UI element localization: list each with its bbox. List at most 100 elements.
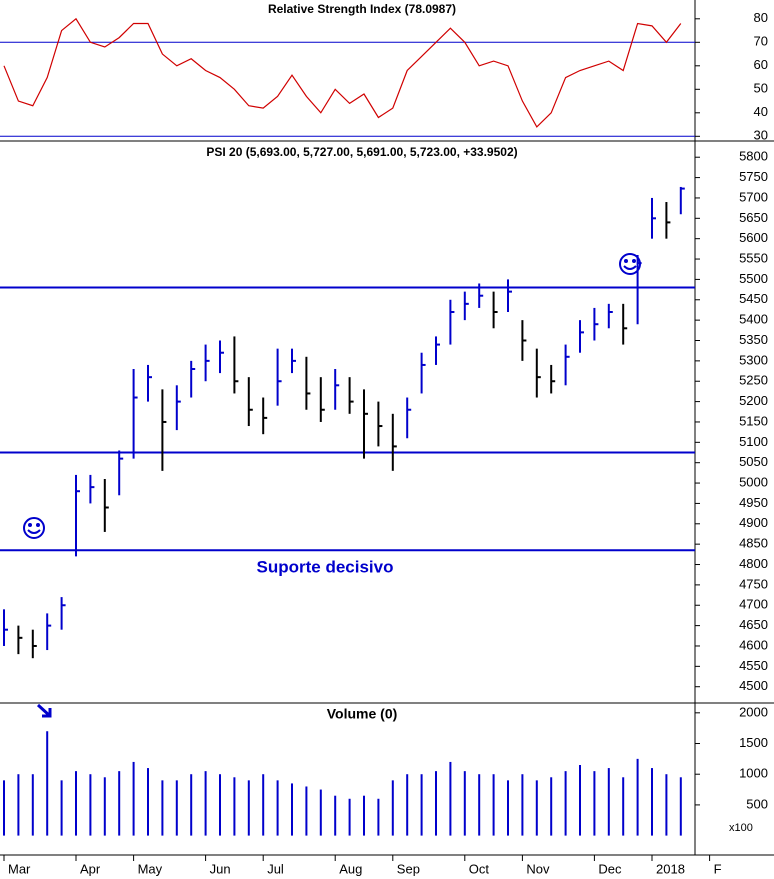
annotation: Suporte decisivo [257, 557, 394, 576]
y-tick-label: 4950 [739, 495, 768, 510]
volume-bar [60, 780, 63, 836]
volume-bar [233, 777, 236, 836]
volume-bar [319, 789, 322, 836]
y-tick-label: 5250 [739, 373, 768, 388]
volume-bar [334, 795, 337, 836]
volume-bar [593, 771, 596, 836]
smiley-icon [23, 517, 45, 539]
price-title: PSI 20 (5,693.00, 5,727.00, 5,691.00, 5,… [206, 145, 517, 159]
volume-title: Volume (0) [327, 706, 398, 722]
y-tick-label: 5700 [739, 189, 768, 204]
volume-bar [636, 758, 639, 836]
volume-bar [161, 780, 164, 836]
y-tick-label: 5550 [739, 250, 768, 265]
volume-bar [276, 780, 279, 836]
volume-bar [622, 777, 625, 836]
y-tick-label: 4750 [739, 576, 768, 591]
volume-bar [564, 771, 567, 836]
volume-bar [377, 798, 380, 836]
y-tick-label: 5000 [739, 474, 768, 489]
y-tick-label: 5800 [739, 149, 768, 164]
y-tick-label: 5100 [739, 434, 768, 449]
y-tick-label: 2000 [739, 704, 768, 719]
volume-bar [449, 761, 452, 836]
volume-bar [204, 771, 207, 836]
x-tick-label: Mar [8, 861, 31, 876]
volume-bar [118, 771, 121, 836]
y-tick-label: 5200 [739, 393, 768, 408]
y-tick-label: 5600 [739, 230, 768, 245]
x-tick-label: Jul [267, 861, 284, 876]
y-tick-label: 30 [754, 128, 768, 143]
y-tick-label: 5450 [739, 291, 768, 306]
volume-bar [679, 777, 682, 836]
volume-bar [46, 731, 49, 836]
y-tick-label: 5400 [739, 312, 768, 327]
y-tick-label: 5150 [739, 413, 768, 428]
y-tick-label: 500 [746, 796, 768, 811]
volume-bar [463, 771, 466, 836]
x-tick-label: Dec [598, 861, 622, 876]
y-tick-label: 60 [754, 57, 768, 72]
volume-bar [435, 771, 437, 836]
y-tick-label: 5500 [739, 271, 768, 286]
y-tick-label: 1000 [739, 766, 768, 781]
volume-bar [478, 774, 481, 836]
volume-bar [348, 798, 351, 836]
arrow-icon [36, 703, 52, 718]
volume-bar [579, 765, 581, 836]
y-tick-label: 5350 [739, 332, 768, 347]
volume-bar [132, 761, 135, 836]
y-tick-label: 4550 [739, 658, 768, 673]
volume-bar [89, 774, 92, 836]
y-tick-label: 40 [754, 104, 768, 119]
volume-bar [550, 777, 553, 836]
x-tick-label: Oct [469, 861, 490, 876]
volume-bar [262, 774, 265, 836]
volume-bar [420, 774, 423, 836]
y-tick-label: 5300 [739, 352, 768, 367]
volume-bar [247, 780, 250, 836]
volume-bar [75, 771, 77, 836]
y-tick-label: 70 [754, 34, 768, 49]
y-tick-label: 4800 [739, 556, 768, 571]
y-tick-label: 5750 [739, 169, 768, 184]
volume-bar [607, 768, 610, 836]
x-tick-label: F [714, 861, 722, 876]
x-tick-label: 2018 [656, 861, 685, 876]
volume-bar [363, 795, 365, 836]
volume-bar [17, 774, 20, 836]
y-tick-label: 4700 [739, 597, 768, 612]
volume-bar [521, 774, 524, 836]
volume-bar [219, 774, 221, 836]
y-tick-label: 80 [754, 10, 768, 25]
volume-bar [190, 774, 193, 836]
volume-bar [305, 786, 308, 836]
y-tick-label: 5050 [739, 454, 768, 469]
rsi-title: Relative Strength Index (78.0987) [268, 2, 456, 16]
y-tick-label: 4600 [739, 637, 768, 652]
volume-bar [665, 774, 668, 836]
unit-label: x100 [729, 822, 753, 834]
volume-bar [535, 780, 538, 836]
y-tick-label: 4500 [739, 678, 768, 693]
volume-bar [147, 768, 149, 836]
y-tick-label: 5650 [739, 210, 768, 225]
x-tick-label: Sep [397, 861, 420, 876]
x-tick-label: Apr [80, 861, 101, 876]
x-tick-label: Nov [526, 861, 550, 876]
volume-bar [103, 777, 106, 836]
x-tick-label: May [138, 861, 163, 876]
volume-bar [291, 783, 293, 836]
y-tick-label: 4900 [739, 515, 768, 530]
volume-bar [651, 768, 653, 836]
y-tick-label: 50 [754, 81, 768, 96]
volume-bar [507, 780, 509, 836]
x-tick-label: Aug [339, 861, 362, 876]
volume-bar [391, 780, 394, 836]
volume-bar [175, 780, 178, 836]
y-tick-label: 1500 [739, 735, 768, 750]
volume-bar [492, 774, 495, 836]
